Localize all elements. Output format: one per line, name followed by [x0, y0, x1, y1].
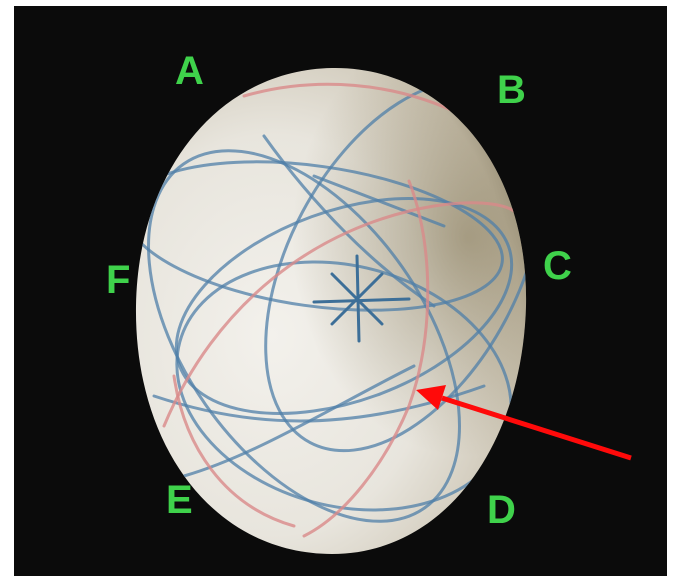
point-label-c: C [543, 244, 572, 288]
blue-guide-lines [135, 79, 527, 523]
point-label-a: A [175, 49, 204, 93]
point-label-f: F [106, 258, 131, 302]
center-star-mark [312, 254, 411, 343]
point-label-e: E [166, 478, 193, 522]
egg-illustration [135, 67, 632, 555]
point-label-d: D [487, 488, 516, 532]
egg-photo [14, 6, 667, 576]
red-arrow [416, 385, 632, 461]
point-label-b: B [497, 68, 526, 112]
red-guide-lines [162, 82, 521, 538]
